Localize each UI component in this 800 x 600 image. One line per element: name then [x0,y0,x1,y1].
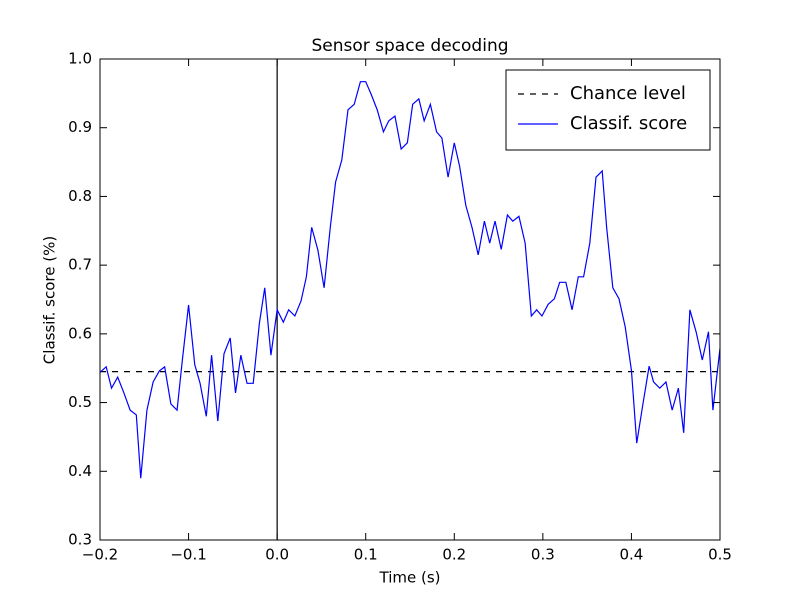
plot-frame [99,58,721,541]
y-tick-label: 0.5 [68,393,92,411]
y-tick-label: 0.6 [68,324,92,342]
x-tick-label: −0.2 [82,546,118,564]
x-tick-label: 0.5 [708,546,732,564]
y-tick-label: 0.7 [68,256,92,274]
x-axis-label: Time (s) [379,569,441,587]
legend-label: Classif. score [570,113,687,134]
x-tick-label: 0.1 [354,546,378,564]
y-tick-label: 0.8 [68,187,92,205]
y-axis-label: Classif. score (%) [41,236,59,364]
chart-title: Sensor space decoding [311,36,508,56]
x-tick-label: −0.1 [170,546,206,564]
legend-label: Chance level [570,83,686,104]
y-tick-label: 0.9 [68,118,92,136]
x-tick-label: 0.0 [265,546,289,564]
x-tick-label: 0.2 [442,546,466,564]
y-tick-label: 0.3 [68,531,92,549]
x-tick-label: 0.3 [531,546,555,564]
y-tick-label: 0.4 [68,462,92,480]
y-tick-label: 1.0 [68,50,92,68]
x-tick-label: 0.4 [619,546,643,564]
data-line [99,81,721,479]
legend-box [505,69,711,151]
